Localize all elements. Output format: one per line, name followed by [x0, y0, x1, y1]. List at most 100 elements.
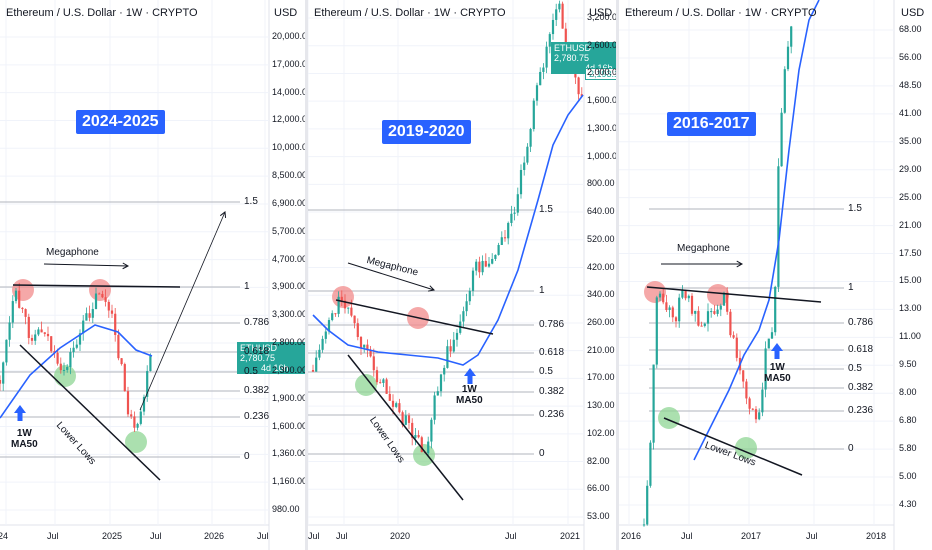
y-tick-label: 5.80: [899, 443, 917, 454]
candle-body: [50, 336, 53, 352]
candle-body: [767, 338, 770, 349]
candle-body: [542, 67, 545, 72]
candle-body: [350, 307, 353, 316]
ma50-label: 1W MA50: [764, 362, 791, 384]
candle-body: [668, 307, 671, 311]
low-circle: [54, 365, 76, 387]
candle-body: [334, 313, 337, 315]
fib-label: 0: [539, 448, 545, 459]
candle-body: [783, 69, 786, 113]
candle-body: [110, 310, 114, 314]
y-tick-label: 1,300.00: [587, 122, 616, 133]
candle-body: [519, 169, 523, 195]
y-tick-label: 25.00: [899, 191, 922, 202]
candle-body: [754, 409, 758, 420]
y-tick-label: 17.50: [899, 247, 922, 258]
y-tick-label: 1,600.00: [587, 95, 616, 106]
fib-label: 0.786: [244, 317, 270, 328]
candle-body: [678, 297, 681, 322]
candle-body: [136, 423, 139, 428]
x-tick-label: 2020: [390, 531, 411, 541]
candle-body: [535, 85, 539, 101]
candle-body: [315, 357, 318, 372]
candle-body: [11, 301, 14, 323]
candle-body: [690, 295, 694, 314]
candle-body: [59, 363, 62, 371]
candle-body: [72, 347, 75, 353]
y-tick-label: 6.80: [899, 415, 917, 426]
fib-label: 0.382: [539, 386, 565, 397]
candle-body: [684, 290, 687, 299]
ma-value-tag: 2,193.15: [585, 68, 616, 80]
candle-body: [321, 338, 324, 350]
candle-body: [404, 415, 407, 425]
candle-body: [732, 335, 735, 338]
candle-body: [503, 237, 507, 239]
fib-label: 0.236: [539, 409, 565, 420]
x-tick-label: 2026: [204, 531, 225, 541]
y-tick-label: 82.00: [587, 455, 610, 466]
era-label: 2024-2025: [76, 110, 165, 134]
panel-2016-2017-plot: [619, 0, 895, 550]
ma50-path: [0, 324, 153, 419]
y-tick-label: 640.00: [587, 206, 615, 217]
candle-body: [417, 435, 420, 438]
trend-line: [335, 299, 494, 335]
currency-label: USD: [274, 7, 298, 19]
x-tick-label: 24: [0, 531, 9, 541]
candle-body: [75, 344, 78, 348]
y-tick-label: 9.50: [899, 359, 917, 370]
candles: [311, 0, 583, 457]
candle-body: [697, 310, 700, 326]
candle-body: [94, 293, 98, 310]
candle-body: [363, 344, 366, 348]
x-tick-label: Jul: [257, 531, 269, 541]
candle-body: [722, 292, 726, 306]
candle-body: [561, 3, 564, 29]
arrow-head: [122, 262, 130, 270]
candle-body: [82, 320, 85, 334]
x-tick-label: 2018: [866, 531, 887, 541]
candle-body: [703, 323, 706, 326]
y-tick-label: 170.00: [587, 372, 615, 383]
candle-body: [2, 362, 5, 384]
y-tick-label: 340.00: [587, 289, 615, 300]
y-tick-label: 68.00: [899, 24, 922, 34]
candle-body: [427, 441, 430, 454]
candle-body: [34, 334, 37, 341]
candle-body: [780, 112, 783, 167]
x-tick-label: 2016: [621, 531, 642, 541]
currency-label: USD: [589, 7, 613, 19]
y-tick-label: 8.00: [899, 387, 917, 398]
candle-body: [375, 370, 379, 383]
candle-body: [101, 293, 104, 298]
panel-2019-2020-plot: [308, 0, 585, 550]
y-tick-label: 48.50: [899, 79, 922, 90]
y-tick-label: 5.00: [899, 471, 917, 482]
fib-label: 0.236: [848, 405, 874, 416]
candle-body: [716, 309, 719, 314]
candle-body: [548, 34, 551, 47]
megaphone-label: Megaphone: [677, 243, 730, 254]
candle-body: [742, 370, 745, 382]
ma50-path: [693, 0, 820, 461]
candle-body: [523, 162, 526, 170]
candle-body: [655, 297, 658, 365]
candle-body: [471, 270, 475, 291]
low-circle: [413, 444, 435, 466]
arrow-line: [139, 211, 226, 411]
x-tick-label: Jul: [336, 531, 348, 541]
candle-body: [5, 339, 8, 363]
arrow-head: [736, 260, 744, 268]
y-tick-label: 5,700.00: [272, 225, 305, 236]
candle-body: [104, 297, 107, 302]
candle-body: [123, 364, 126, 392]
y-tick-label: 1,360.00: [272, 448, 305, 459]
arrow-head: [428, 285, 435, 292]
candle-body: [786, 46, 790, 70]
candle-body: [564, 28, 567, 46]
y-tick-label: 53.00: [587, 511, 610, 521]
trend-lines: [12, 211, 227, 481]
candle-body: [777, 166, 780, 287]
panel-2019-2020: Ethereum / U.S. Dollar · 1W · CRYPTO USD…: [308, 0, 616, 550]
